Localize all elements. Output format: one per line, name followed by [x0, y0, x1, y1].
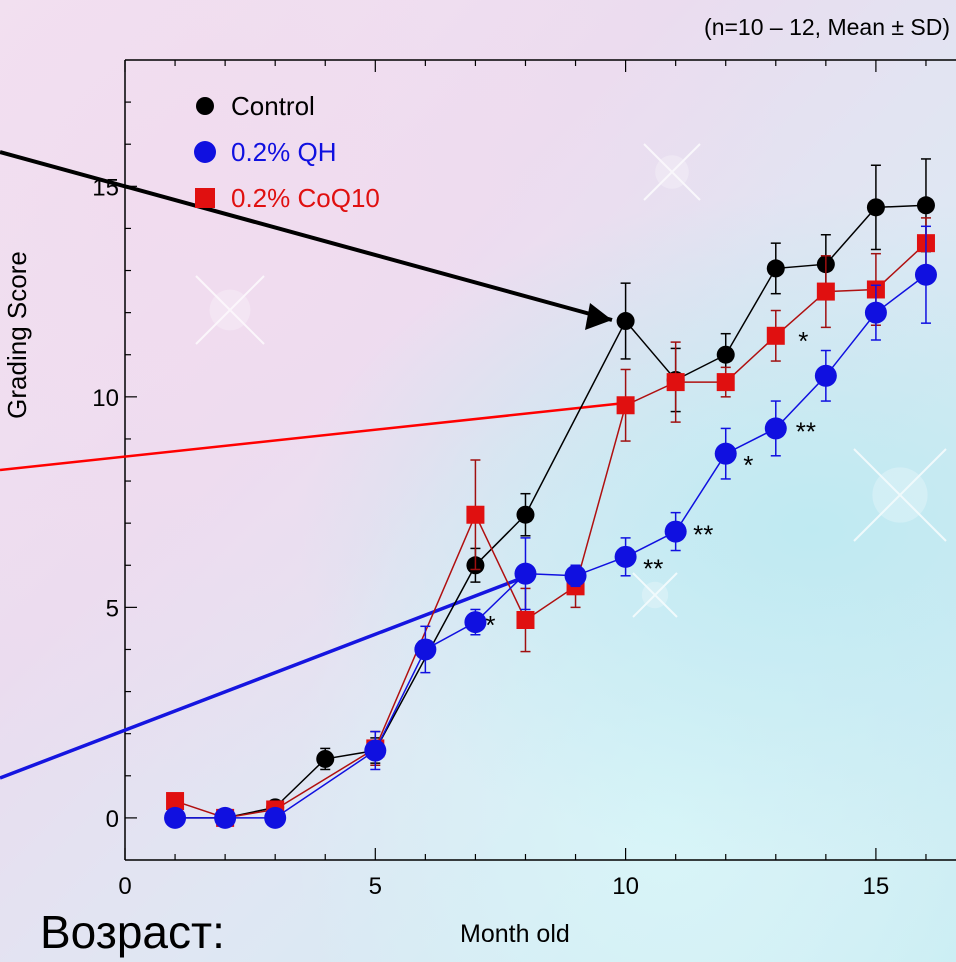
data-point-circle: [464, 611, 487, 634]
data-point-circle: [714, 442, 737, 465]
age-caption: Возраст:: [40, 906, 225, 958]
data-point-circle: [514, 562, 537, 585]
series-line: [175, 204, 926, 819]
data-point-square: [666, 373, 685, 392]
data-point-circle: [414, 638, 437, 661]
data-point-circle: [564, 564, 587, 587]
sparkle-decoration: [853, 448, 947, 542]
significance-marker: *: [485, 610, 495, 640]
data-point-circle: [664, 520, 687, 543]
data-point-circle: [866, 198, 885, 217]
x-tick-label: 0: [118, 873, 131, 900]
data-point-circle: [516, 505, 535, 524]
y-tick-label: 5: [106, 595, 119, 622]
data-point-circle: [214, 806, 237, 829]
y-tick-label: 10: [92, 385, 119, 412]
data-point-circle: [616, 312, 635, 331]
x-tick-label: 15: [863, 873, 890, 900]
significance-marker: **: [643, 553, 663, 583]
data-point-square: [716, 373, 735, 392]
data-point-circle: [916, 196, 935, 215]
sparkle-decoration: [195, 275, 265, 345]
significance-marker: **: [693, 520, 713, 550]
series-line: [175, 274, 927, 819]
data-point-circle: [766, 259, 785, 278]
data-point-square: [166, 792, 185, 811]
sparkle-decoration: [632, 572, 678, 618]
sparkle-decoration: [643, 143, 701, 201]
sample-size-note: (n=10 – 12, Mean ± SD): [704, 14, 950, 40]
data-point-circle: [614, 545, 637, 568]
x-axis-label: Month old: [460, 920, 570, 948]
data-point-circle: [764, 417, 787, 440]
y-tick-label: 0: [106, 806, 119, 833]
legend-marker: [196, 97, 214, 115]
data-point-circle: [914, 263, 937, 286]
data-point-circle: [364, 739, 387, 762]
legend-label: 0.2% CoQ10: [231, 183, 380, 213]
black-arrowhead: [585, 303, 612, 330]
legend-marker: [194, 141, 216, 163]
x-tick-label: 10: [612, 873, 639, 900]
y-axis-label: Grading Score: [2, 251, 32, 419]
data-point-circle: [264, 806, 287, 829]
series-line: [174, 242, 927, 819]
black-pointer-arrow: [0, 150, 613, 322]
significance-marker: *: [743, 450, 753, 480]
legend-marker: [195, 188, 215, 208]
data-point-square: [766, 326, 785, 345]
significance-marker: **: [796, 417, 816, 447]
data-point-square: [816, 282, 835, 301]
x-tick-label: 5: [369, 873, 382, 900]
legend-label: Control: [231, 91, 315, 121]
data-point-square: [516, 611, 535, 629]
red-pointer-line: [0, 401, 626, 472]
data-point-circle: [316, 749, 335, 768]
data-point-circle: [864, 301, 887, 324]
data-point-circle: [164, 806, 187, 829]
data-point-square: [466, 505, 485, 524]
legend-label: 0.2% QH: [231, 137, 337, 167]
data-point-square: [616, 396, 635, 415]
data-point-circle: [814, 364, 837, 387]
significance-marker: *: [798, 326, 808, 356]
data-point-circle: [716, 345, 735, 364]
blue-pointer-line: [0, 573, 531, 780]
